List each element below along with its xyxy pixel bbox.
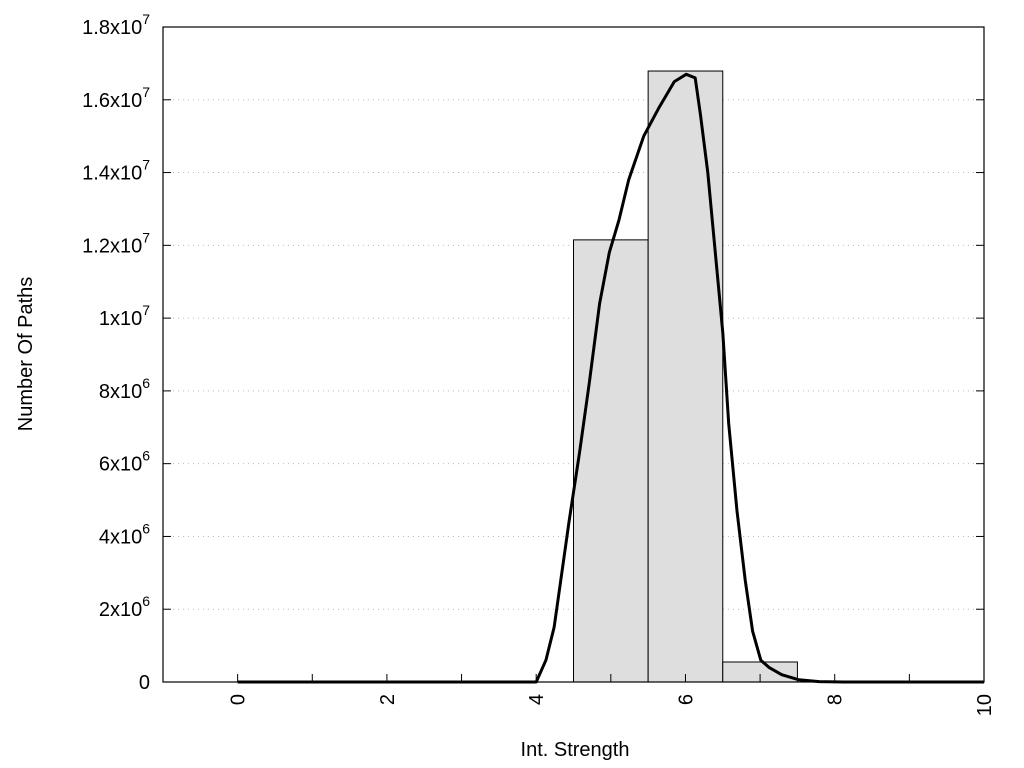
y-tick-label: 1.4x107 — [82, 157, 150, 185]
histogram-bar — [647, 70, 724, 683]
x-tick-label: 8 — [825, 694, 847, 705]
y-tick-label: 1x107 — [99, 302, 150, 330]
x-tick-label: 4 — [526, 694, 548, 705]
plot-frame — [162, 26, 985, 683]
x-tick-label: 0 — [228, 694, 250, 705]
y-tick-label: 4x106 — [99, 520, 150, 548]
y-tick-label: 1.8x107 — [82, 11, 150, 39]
y-tick-label: 6x106 — [99, 448, 150, 476]
y-tick-label: 1.2x107 — [82, 229, 150, 257]
y-tick-label: 1.6x107 — [82, 84, 150, 112]
y-axis-label: Number Of Paths — [15, 277, 37, 432]
y-tick-label: 0 — [139, 672, 150, 694]
x-tick-label: 2 — [377, 694, 399, 705]
histogram-bar — [573, 239, 649, 683]
x-tick-label: 6 — [675, 694, 697, 705]
x-tick-label: 10 — [974, 694, 996, 716]
x-axis-label: Int. Strength — [521, 739, 630, 761]
y-tick-label: 2x106 — [99, 593, 150, 621]
y-tick-label: 8x106 — [99, 375, 150, 403]
fit-curve — [237, 72, 984, 684]
